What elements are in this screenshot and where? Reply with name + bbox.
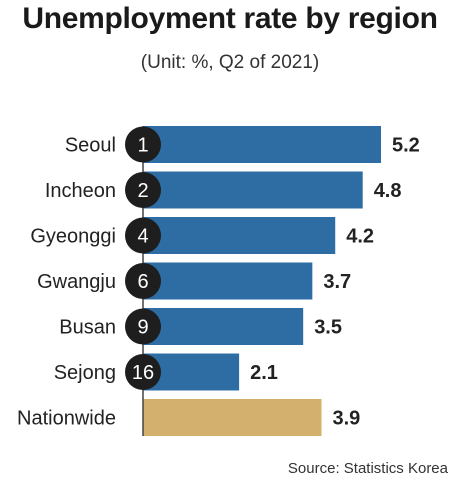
rank-number: 9 (137, 317, 148, 339)
category-label: Gwangju (37, 271, 116, 293)
rank-badge (125, 217, 161, 254)
value-label: 5.2 (392, 135, 420, 157)
category-label: Incheon (45, 180, 116, 202)
value-label: 4.8 (374, 180, 402, 202)
bar-seoul (143, 126, 381, 163)
rank-number: 1 (137, 135, 148, 157)
category-label: Gyeonggi (30, 226, 116, 248)
rank-number: 2 (137, 180, 148, 202)
bar-nationwide (143, 399, 322, 436)
bar-gwangju (143, 262, 313, 300)
rank-badge (125, 126, 161, 163)
rank-badge (125, 308, 161, 345)
chart-subtitle: (Unit: %, Q2 of 2021) (140, 52, 320, 73)
category-label: Nationwide (17, 408, 116, 430)
value-label: 2.1 (250, 362, 278, 384)
rank-number: 6 (137, 271, 148, 293)
category-label: Seoul (65, 135, 116, 157)
chart-title: Unemployment rate by region (22, 2, 438, 35)
value-label: 3.5 (314, 317, 342, 339)
category-label: Busan (59, 317, 116, 339)
value-label: 3.7 (323, 271, 351, 293)
rank-badge (125, 172, 161, 208)
bar-gyeonggi (143, 217, 336, 254)
value-label: 4.2 (346, 226, 374, 248)
value-label: 3.9 (333, 408, 361, 430)
bar-incheon (143, 171, 363, 209)
rank-number: 4 (137, 226, 148, 248)
rank-badge (125, 263, 161, 299)
bar-busan (143, 308, 304, 345)
source-note: Source: Statistics Korea (287, 460, 448, 477)
category-label: Sejong (54, 362, 116, 384)
rank-badge (125, 354, 161, 390)
rank-number: 16 (132, 362, 154, 384)
